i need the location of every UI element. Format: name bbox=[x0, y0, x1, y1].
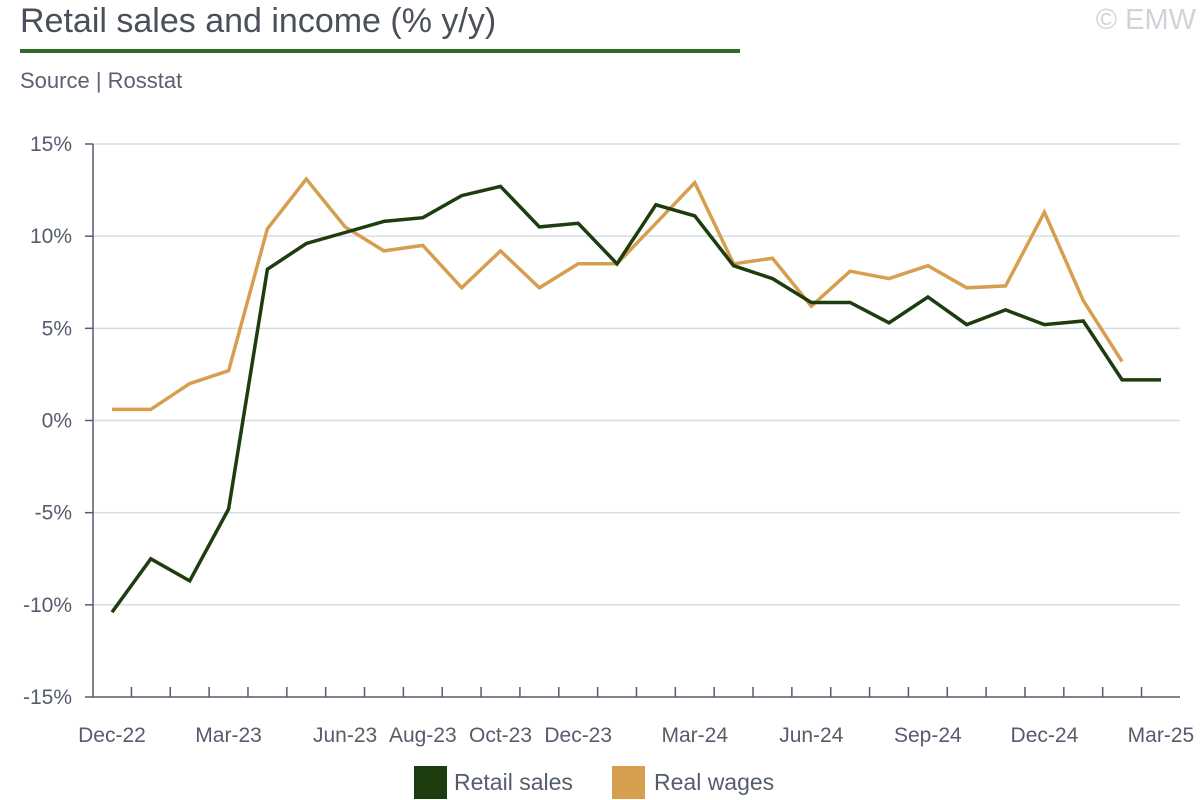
y-tick-label: 10% bbox=[30, 225, 72, 248]
x-tick-label: Oct-23 bbox=[469, 724, 532, 747]
chart-title: Retail sales and income (% y/y) bbox=[20, 2, 497, 40]
x-tick-label: Mar-24 bbox=[661, 724, 728, 747]
source-text: Source | Rosstat bbox=[20, 68, 183, 93]
y-tick-label: -10% bbox=[23, 594, 72, 617]
x-tick-label: Jun-24 bbox=[779, 724, 844, 747]
x-tick-label: Mar-23 bbox=[195, 724, 262, 747]
grid-lines bbox=[93, 143, 1180, 606]
series-lines bbox=[110, 176, 1161, 614]
x-tick-label: Aug-23 bbox=[389, 724, 457, 747]
axes bbox=[85, 143, 1180, 698]
line-chart: 15% 10% 5% 0% -5% -10% -15% Dec-22 Mar-23 Jun-23 A… bbox=[23, 133, 1194, 747]
x-tick-label: Sep-24 bbox=[894, 724, 962, 747]
x-tick-label: Mar-25 bbox=[1128, 724, 1195, 747]
x-tick-label: Dec-23 bbox=[544, 724, 612, 747]
series-line-retail-sales bbox=[110, 184, 1161, 614]
copyright-text: © EMW bbox=[1095, 4, 1196, 36]
legend: Retail sales Real wages bbox=[0, 764, 1200, 800]
tick-labels: 15% 10% 5% 0% -5% -10% -15% Dec-22 Mar-23 Jun-23 A… bbox=[23, 133, 1194, 747]
x-tick-label: Dec-22 bbox=[78, 724, 146, 747]
y-tick-label: -5% bbox=[35, 502, 72, 525]
y-tick-label: 15% bbox=[30, 133, 72, 156]
legend-swatch-retail-sales bbox=[414, 766, 447, 799]
y-tick-label: -15% bbox=[23, 686, 72, 709]
title-underline bbox=[20, 49, 740, 53]
x-tick-label: Jun-23 bbox=[313, 724, 377, 747]
y-tick-label: 5% bbox=[42, 317, 72, 340]
legend-swatch-real-wages bbox=[612, 766, 645, 799]
y-tick-label: 0% bbox=[42, 410, 72, 433]
x-tick-label: Dec-24 bbox=[1011, 724, 1079, 747]
legend-label-retail-sales: Retail sales bbox=[454, 769, 573, 795]
legend-label-real-wages: Real wages bbox=[654, 769, 775, 795]
